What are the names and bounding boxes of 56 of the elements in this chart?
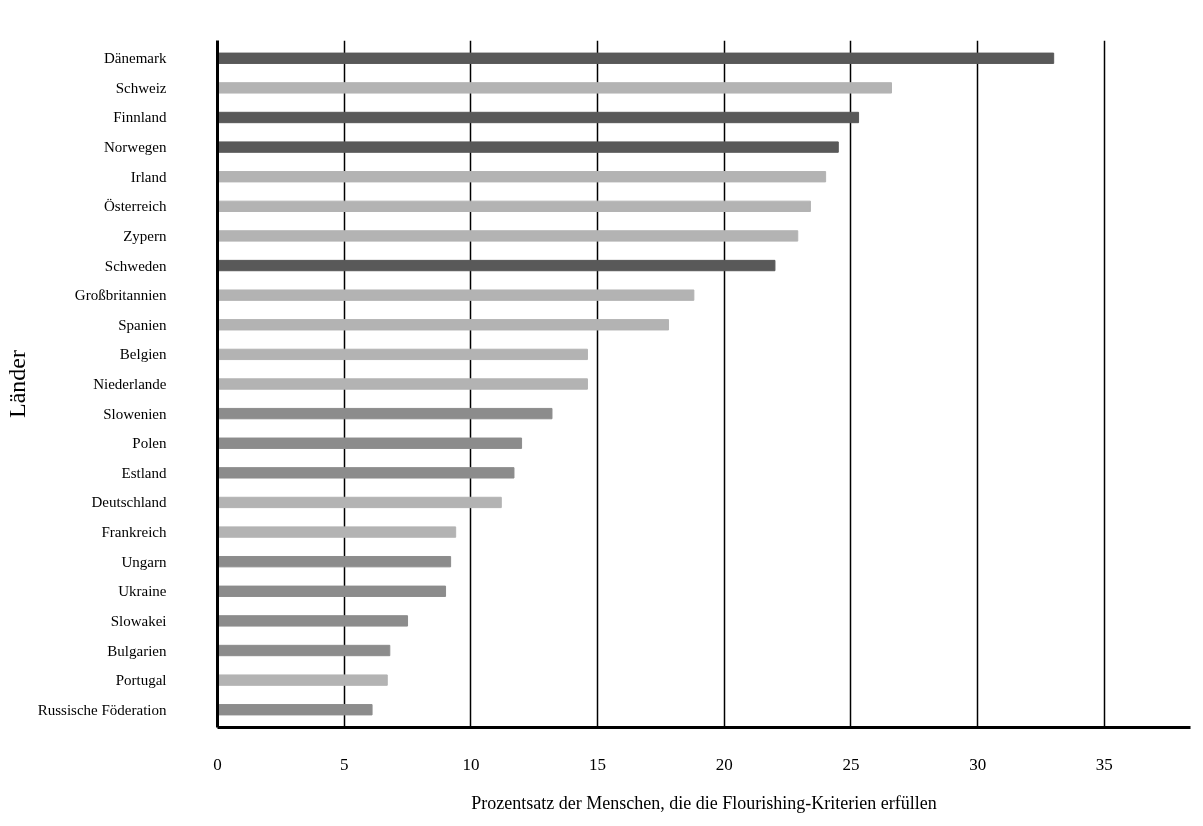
bar — [217, 230, 799, 242]
x-tick-label: 0 — [213, 754, 222, 774]
y-tick-label: Russische Föderation — [37, 701, 167, 718]
x-tick-label: 15 — [589, 754, 607, 774]
bar — [217, 378, 588, 390]
bar — [217, 585, 447, 597]
y-tick-label: Spanien — [118, 316, 167, 333]
y-tick-label: Belgien — [119, 346, 167, 363]
bar — [217, 674, 388, 686]
bar — [217, 555, 452, 568]
y-tick-label: Ungarn — [121, 553, 167, 570]
bar — [217, 704, 373, 716]
y-tick-label: Ukraine — [118, 583, 167, 600]
y-tick-label: Dänemark — [104, 50, 167, 67]
bar — [217, 52, 1055, 64]
bar — [217, 259, 776, 272]
x-tick-label: 35 — [1095, 754, 1113, 774]
y-tick-label: Zypern — [123, 227, 167, 244]
x-tick-label: 5 — [339, 754, 349, 774]
y-tick-label: Großbritannien — [74, 287, 167, 304]
y-axis-title: Länder — [3, 350, 30, 418]
bar — [217, 82, 893, 94]
bar — [217, 171, 827, 183]
bar — [217, 526, 457, 538]
y-tick-label: Norwegen — [104, 139, 167, 156]
bar — [217, 407, 553, 420]
y-tick-label: Polen — [132, 435, 167, 452]
y-tick-label: Estland — [121, 464, 167, 481]
y-tick-label: Slowenien — [103, 405, 167, 422]
y-tick-label: Schweden — [104, 257, 167, 274]
y-tick-label: Bulgarien — [107, 642, 167, 659]
bar — [217, 141, 839, 153]
bar — [217, 319, 670, 331]
bar — [217, 615, 409, 627]
y-tick-label: Österreich — [104, 198, 167, 215]
y-tick-label: Irland — [130, 168, 167, 185]
y-tick-label: Deutschland — [91, 494, 167, 511]
x-tick-label: 25 — [842, 754, 860, 774]
bar — [217, 200, 811, 213]
x-tick-label: 30 — [969, 754, 987, 774]
bar — [217, 496, 502, 509]
x-tick-label: 20 — [715, 754, 733, 774]
bar — [217, 644, 391, 657]
bar — [217, 348, 588, 361]
y-tick-label: Schweiz — [115, 79, 167, 96]
x-axis-title: Prozentsatz der Menschen, die die Flourishing-Kriterien erfüllen — [471, 792, 937, 813]
x-tick-label: 10 — [462, 754, 480, 774]
bar — [217, 111, 860, 124]
bar — [217, 289, 695, 301]
bar — [217, 467, 515, 479]
y-tick-label: Slowakei — [110, 612, 167, 629]
y-tick-label: Niederlande — [93, 376, 167, 392]
y-tick-label: Portugal — [115, 672, 167, 689]
bar — [217, 437, 523, 449]
y-tick-label: Frankreich — [101, 524, 167, 541]
y-tick-label: Finnland — [113, 109, 167, 126]
